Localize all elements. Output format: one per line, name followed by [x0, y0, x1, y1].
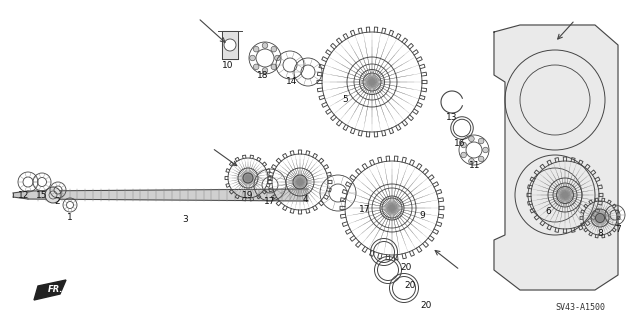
- Polygon shape: [34, 280, 66, 300]
- Text: 12: 12: [19, 191, 29, 201]
- Circle shape: [271, 64, 276, 70]
- Circle shape: [478, 156, 484, 162]
- Circle shape: [478, 138, 484, 144]
- Text: 13: 13: [446, 114, 458, 122]
- Text: 16: 16: [454, 138, 466, 147]
- Polygon shape: [222, 31, 238, 59]
- Circle shape: [483, 147, 488, 153]
- Circle shape: [45, 187, 61, 203]
- Circle shape: [461, 152, 467, 158]
- Text: 1: 1: [67, 213, 73, 222]
- Circle shape: [250, 55, 255, 61]
- Polygon shape: [28, 189, 308, 201]
- Text: 8: 8: [597, 229, 603, 239]
- Text: 6: 6: [545, 207, 551, 217]
- Text: 3: 3: [182, 216, 188, 225]
- Circle shape: [468, 136, 474, 142]
- Text: 20: 20: [400, 263, 412, 272]
- Circle shape: [262, 68, 268, 73]
- Circle shape: [224, 39, 236, 51]
- Text: 7: 7: [615, 226, 621, 234]
- Text: 2: 2: [54, 197, 60, 206]
- Text: 17: 17: [359, 205, 371, 214]
- Text: 18: 18: [257, 71, 269, 80]
- Text: 14: 14: [286, 78, 298, 86]
- Circle shape: [262, 43, 268, 48]
- Text: 20: 20: [404, 281, 416, 291]
- Circle shape: [468, 159, 474, 164]
- Circle shape: [253, 46, 259, 52]
- Text: 20: 20: [420, 300, 432, 309]
- Circle shape: [275, 55, 280, 61]
- Text: 15: 15: [36, 191, 48, 201]
- Text: 10: 10: [222, 61, 234, 70]
- Text: 9: 9: [419, 211, 425, 220]
- Circle shape: [461, 142, 467, 148]
- Polygon shape: [494, 25, 618, 290]
- Text: FR.: FR.: [48, 286, 63, 294]
- Circle shape: [271, 46, 276, 52]
- Text: 19: 19: [243, 191, 253, 201]
- Text: 4: 4: [302, 196, 308, 204]
- Text: 11: 11: [469, 160, 481, 169]
- Text: 17: 17: [264, 197, 276, 206]
- Text: SV43-A1500: SV43-A1500: [555, 303, 605, 313]
- Text: 5: 5: [342, 95, 348, 105]
- Circle shape: [253, 64, 259, 70]
- Polygon shape: [13, 191, 28, 199]
